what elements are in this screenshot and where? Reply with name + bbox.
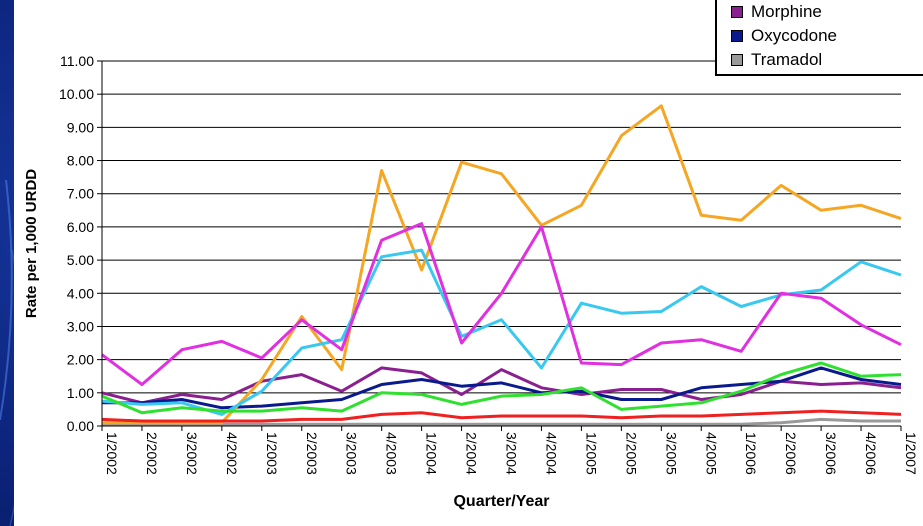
legend-item-morphine: Morphine	[731, 0, 923, 24]
line-chart: 0.00 1.00 2.00 3.00 4.00 5.00 6.00 7.00 8.00 9.00…	[23, 53, 919, 510]
x-tick-label: 4/2002	[224, 432, 240, 475]
y-tick-label: 7.00	[67, 186, 94, 202]
x-tick-label: 3/2006	[823, 432, 839, 475]
x-tick-label: 1/2004	[424, 432, 440, 475]
x-tick-label: 3/2004	[504, 432, 520, 475]
legend-swatch	[731, 30, 743, 42]
x-tick-label: 2/2004	[464, 432, 480, 475]
legend: Morphine Oxycodone Tramadol	[715, 0, 923, 76]
x-tick-label: 4/2004	[543, 432, 559, 475]
series-line-tramadol	[102, 417, 901, 426]
y-axis-ticks: 0.00 1.00 2.00 3.00 4.00 5.00 6.00 7.00 8.00 9.00…	[59, 53, 102, 434]
x-tick-label: 2/2003	[304, 432, 320, 475]
y-tick-label: 10.00	[59, 86, 94, 102]
y-axis-label: Rate per 1,000 URDD	[23, 169, 40, 318]
x-tick-label: 1/2005	[583, 432, 599, 475]
legend-item-oxycodone: Oxycodone	[731, 24, 923, 48]
series-line-series-6	[101, 361, 902, 415]
gridlines	[102, 60, 901, 394]
y-tick-label: 3.00	[67, 318, 94, 334]
x-tick-label: 3/2003	[344, 432, 360, 475]
y-tick-label: 6.00	[67, 219, 94, 235]
series-line-series-5	[101, 222, 902, 386]
x-tick-label: 2/2005	[623, 432, 639, 475]
legend-swatch	[731, 6, 743, 18]
series-line-series-4	[101, 248, 902, 416]
x-axis-label: Quarter/Year	[453, 493, 549, 510]
y-tick-label: 8.00	[67, 153, 94, 169]
x-axis-ticks: 1/2002 2/2002 3/2002 4/2002 1/2003 2/2003 3/20…	[101, 426, 919, 475]
legend-swatch	[731, 54, 743, 66]
y-tick-label: 1.00	[67, 385, 94, 401]
y-tick-label: 11.00	[60, 53, 94, 69]
legend-label: Oxycodone	[751, 26, 837, 45]
legend-label: Tramadol	[751, 50, 823, 69]
x-tick-label: 4/2003	[384, 432, 400, 475]
y-tick-label: 4.00	[67, 285, 94, 301]
series-lines	[101, 104, 902, 426]
x-tick-label: 2/2002	[144, 432, 160, 475]
legend-label: Morphine	[751, 2, 822, 21]
x-tick-label: 1/2007	[903, 432, 919, 475]
y-tick-label: 0.00	[67, 418, 94, 434]
y-tick-label: 2.00	[67, 352, 94, 368]
x-tick-label: 2/2006	[783, 432, 799, 475]
chart-panel: 0.00 1.00 2.00 3.00 4.00 5.00 6.00 7.00 8.00 9.00…	[14, 0, 923, 526]
y-tick-label: 5.00	[67, 252, 94, 268]
x-tick-label: 3/2005	[663, 432, 679, 475]
x-tick-label: 4/2006	[863, 432, 879, 475]
series-line-series-7	[101, 409, 902, 423]
legend-item-tramadol: Tramadol	[731, 48, 923, 72]
x-tick-label: 4/2005	[703, 432, 719, 475]
series-line-morphine	[101, 366, 902, 405]
x-tick-label: 3/2002	[184, 432, 200, 475]
x-tick-label: 1/2006	[743, 432, 759, 475]
x-tick-label: 1/2002	[104, 432, 120, 475]
y-tick-label: 9.00	[67, 119, 94, 135]
x-tick-label: 1/2003	[264, 432, 280, 475]
